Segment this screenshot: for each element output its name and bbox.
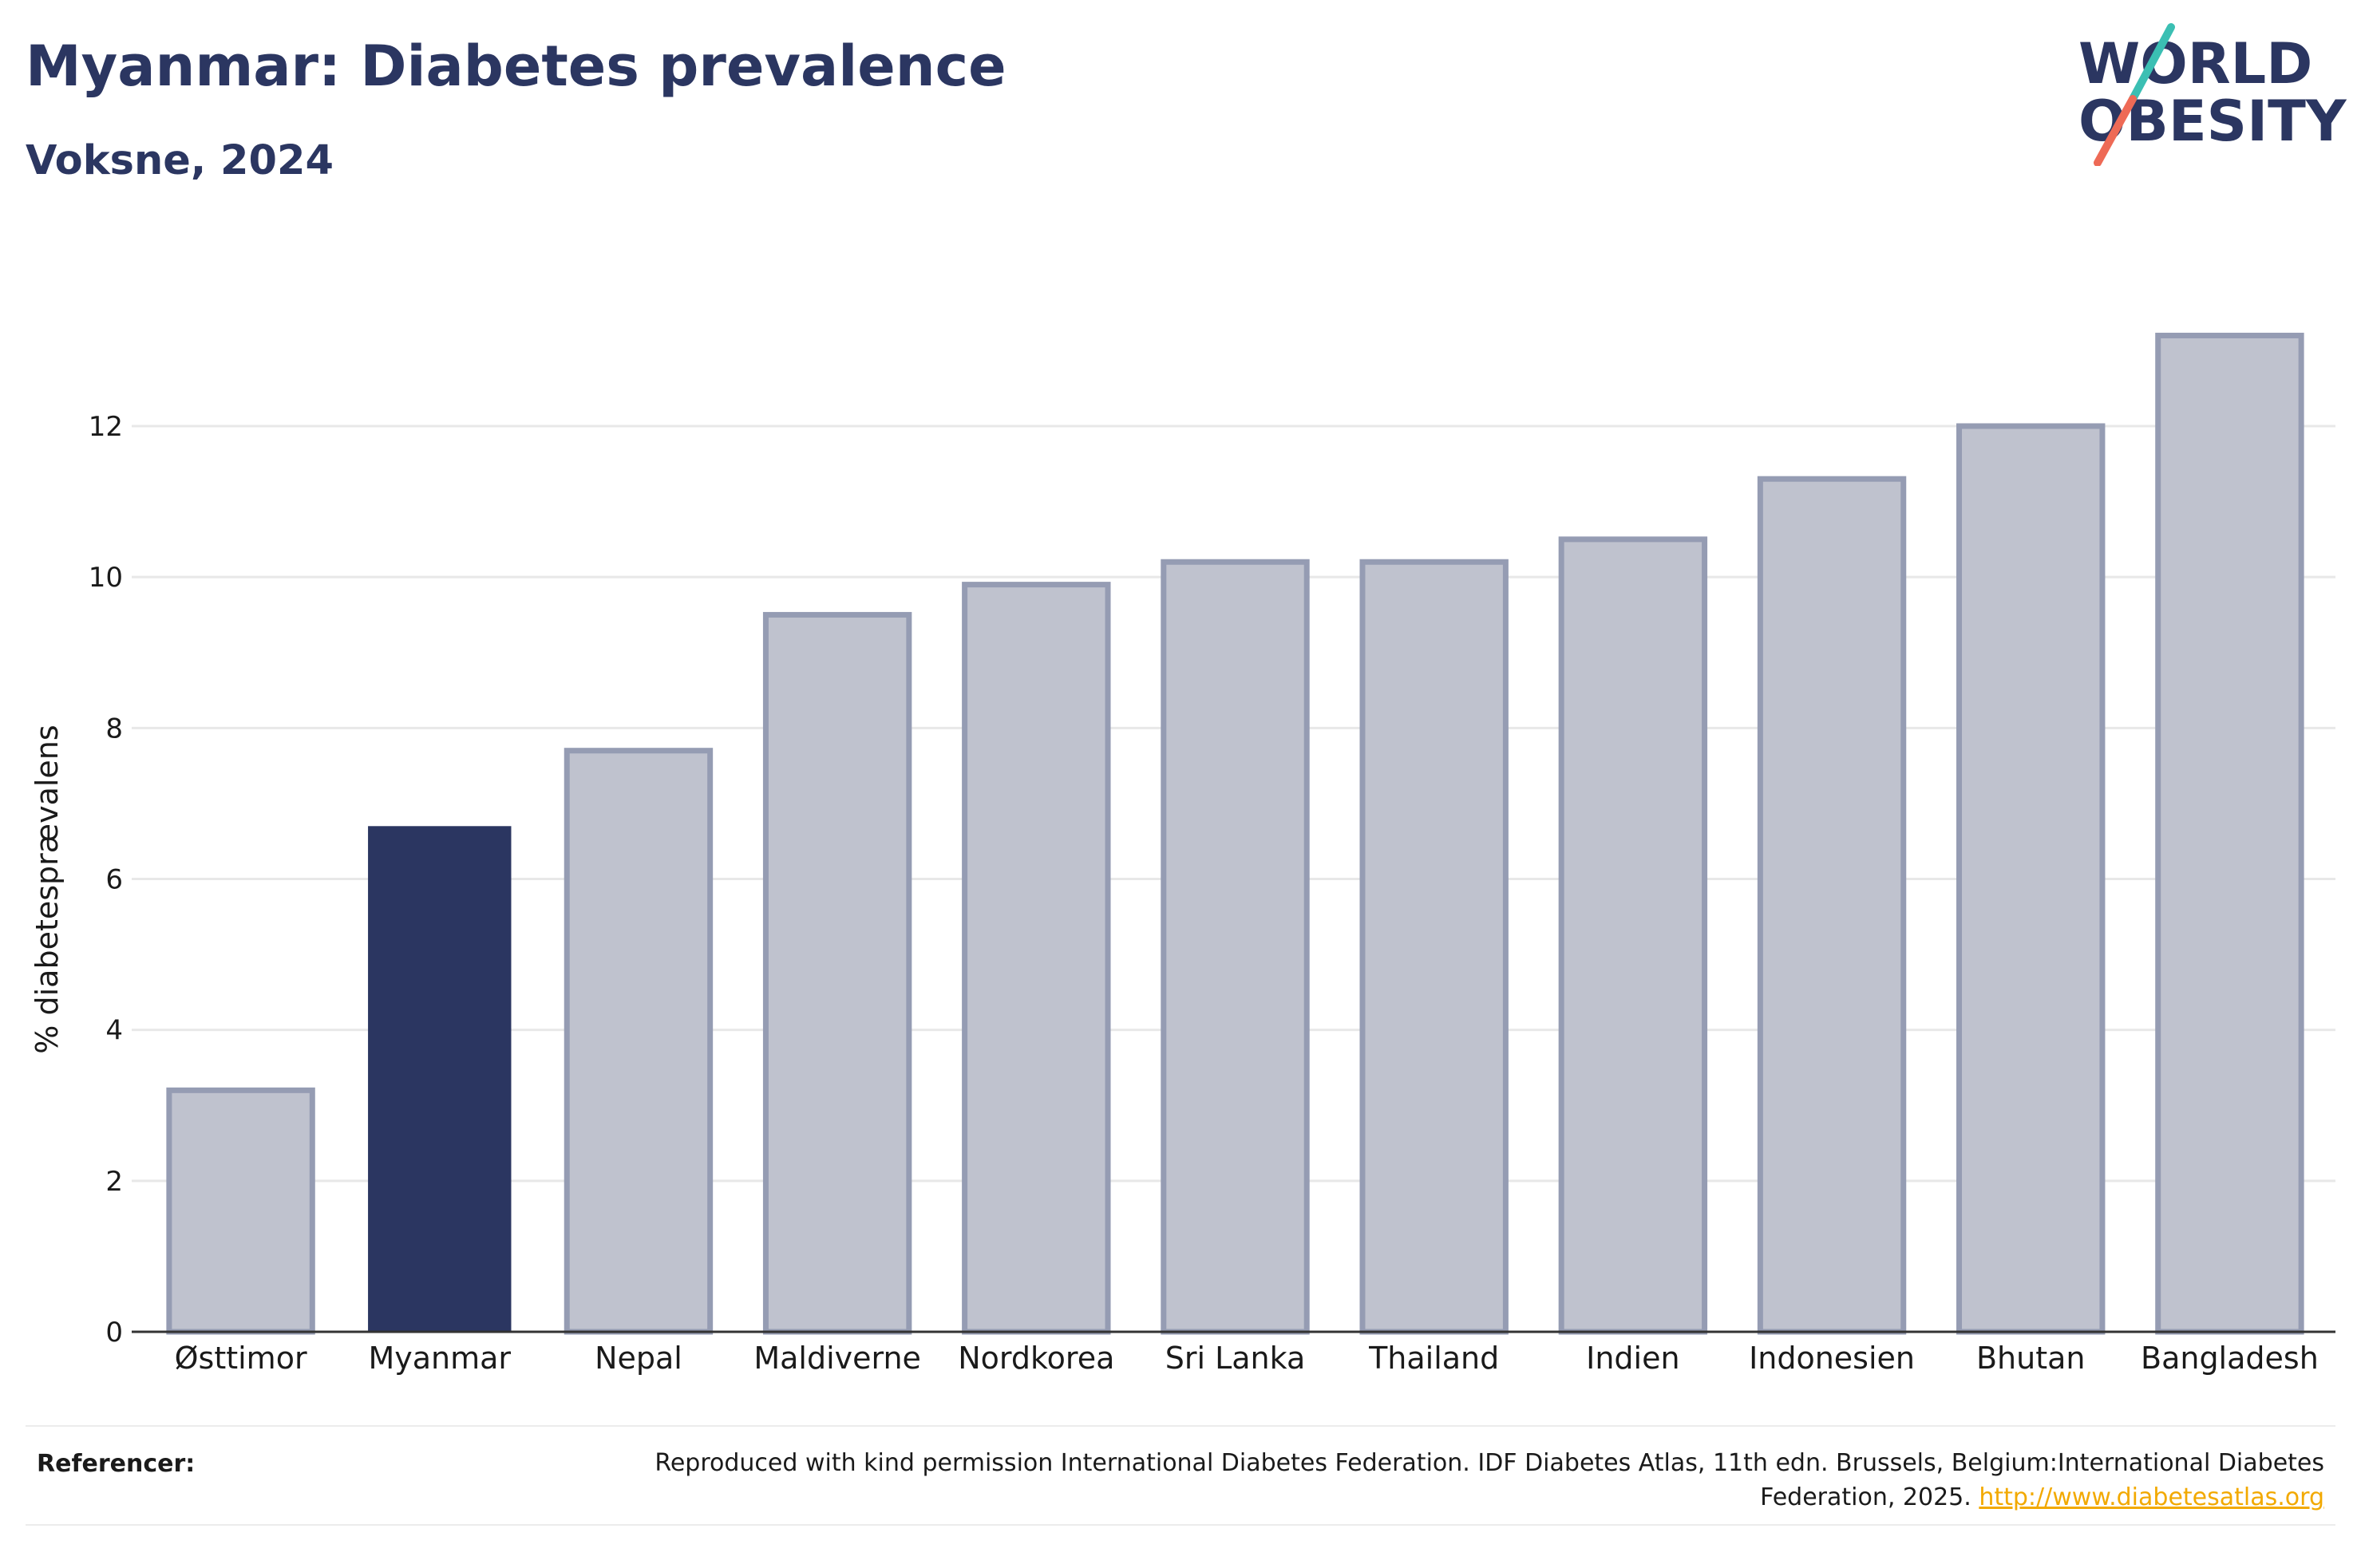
references-link[interactable]: http://www.diabetesatlas.org xyxy=(1979,1483,2324,1511)
x-tick-label: Nordkorea xyxy=(958,1341,1114,1376)
chart-title: Myanmar: Diabetes prevalence xyxy=(26,34,1006,99)
references-text: Reproduced with kind permission Internat… xyxy=(648,1446,2324,1515)
y-tick-label: 12 xyxy=(89,411,123,443)
logo-line-world: WORLD xyxy=(2078,31,2312,97)
y-tick-label: 2 xyxy=(105,1166,123,1198)
bar xyxy=(166,1087,315,1335)
world-obesity-logo: WORLD OBESITY xyxy=(2078,23,2347,166)
bar xyxy=(368,826,512,1332)
bar-chart: 0 2 4 6 8 10 12 Østtimor Myanmar Nepal Maldiverne… xyxy=(30,332,2335,1376)
bar xyxy=(1956,423,2106,1335)
logo-slash-bottom xyxy=(2094,95,2137,166)
logo-slash-top xyxy=(2129,23,2175,103)
chart-subtitle: Voksne, 2024 xyxy=(26,137,334,184)
bar xyxy=(762,611,912,1335)
x-tick-label: Thailand xyxy=(1368,1341,1499,1376)
x-tick-label: Sri Lanka xyxy=(1165,1341,1306,1376)
x-tick-label: Myanmar xyxy=(368,1341,511,1376)
bar xyxy=(2155,332,2304,1335)
x-tick-label: Østtimor xyxy=(175,1341,307,1376)
bar xyxy=(1558,536,1708,1335)
x-tick-label: Maldiverne xyxy=(753,1341,921,1376)
x-tick-label: Nepal xyxy=(595,1341,682,1376)
references-citation: Reproduced with kind permission Internat… xyxy=(655,1449,2324,1511)
bar xyxy=(1757,476,1907,1335)
y-tick-label: 0 xyxy=(105,1317,123,1349)
bar xyxy=(962,582,1111,1335)
bar xyxy=(564,748,714,1335)
x-tick-label: Bhutan xyxy=(1976,1341,2086,1376)
bars xyxy=(166,332,2304,1335)
x-tick-labels: Østtimor Myanmar Nepal Maldiverne Nordkorea S… xyxy=(175,1341,2319,1376)
bar xyxy=(1359,559,1509,1335)
y-tick-label: 6 xyxy=(105,863,123,895)
y-tick-label: 10 xyxy=(89,562,123,594)
y-tick-label: 4 xyxy=(105,1015,123,1047)
footer-bottom-divider xyxy=(26,1524,2335,1526)
x-tick-label: Indien xyxy=(1586,1341,1679,1376)
x-tick-label: Bangladesh xyxy=(2141,1341,2319,1376)
y-axis-label: % diabetesprævalens xyxy=(30,725,65,1053)
x-tick-label: Indonesien xyxy=(1749,1341,1915,1376)
references-label: Referencer: xyxy=(37,1450,196,1478)
y-tick-label: 8 xyxy=(105,713,123,745)
footer-top-divider xyxy=(26,1425,2335,1427)
bar xyxy=(1161,559,1310,1335)
y-tick-labels: 0 2 4 6 8 10 12 xyxy=(89,411,123,1349)
